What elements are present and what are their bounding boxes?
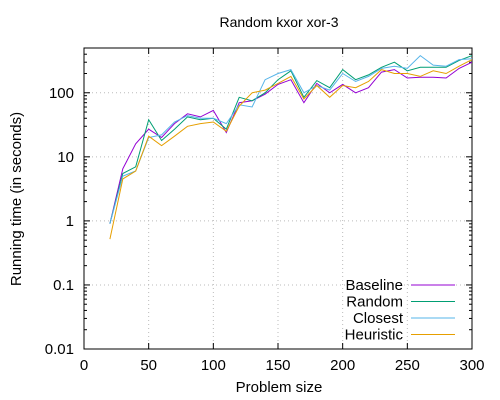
series-line-heuristic — [109, 59, 472, 240]
legend-label-closest: Closest — [353, 310, 404, 327]
series-line-baseline — [109, 61, 472, 224]
x-tick-label: 150 — [265, 357, 290, 374]
x-tick-label: 0 — [80, 357, 88, 374]
y-tick-label: 0.01 — [45, 341, 74, 358]
x-tick-label: 200 — [330, 357, 355, 374]
chart-title: Random kxor xor-3 — [219, 14, 338, 30]
y-tick-label: 0.1 — [53, 277, 74, 294]
x-tick-label: 250 — [395, 357, 420, 374]
y-tick-label: 10 — [57, 149, 74, 166]
series-line-random — [109, 55, 472, 224]
x-tick-label: 300 — [459, 357, 484, 374]
series-line-closest — [109, 54, 472, 224]
plot-frame — [83, 47, 473, 350]
legend-label-random: Random — [346, 294, 403, 311]
y-axis-title: Running time (in seconds) — [8, 112, 25, 286]
x-axis-title: Problem size — [236, 379, 323, 396]
y-tick-label: 1 — [66, 213, 74, 230]
series-lines — [109, 54, 472, 240]
legend-label-heuristic: Heuristic — [345, 327, 404, 344]
x-tick-label: 100 — [201, 357, 226, 374]
grid — [84, 48, 472, 349]
y-tick-label: 100 — [49, 85, 74, 102]
axis-ticks: 0 50 100 150 200 250 300 0.01 0.1 1 10 100 — [45, 48, 485, 374]
x-tick-label: 50 — [140, 357, 157, 374]
legend-label-baseline: Baseline — [345, 277, 403, 294]
